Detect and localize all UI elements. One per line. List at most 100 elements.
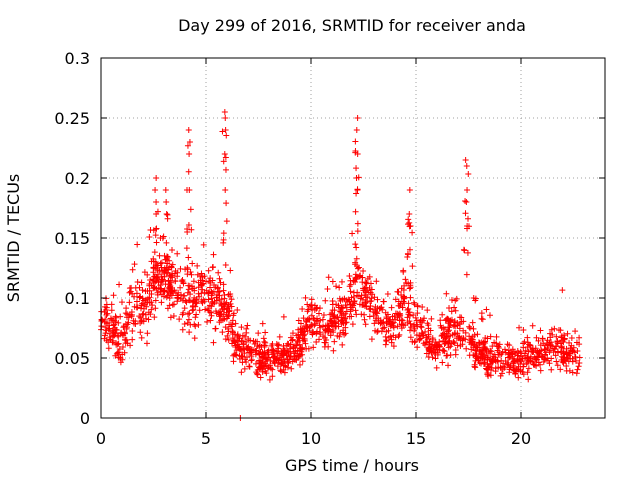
data-point [448,308,455,315]
data-point [458,335,465,342]
data-point [568,334,575,341]
data-point [117,359,124,366]
data-point [463,199,470,205]
data-point [576,359,583,366]
data-point [470,325,477,332]
data-point [406,223,413,230]
data-point [524,334,531,341]
data-point [302,322,309,329]
data-point [150,255,157,262]
data-point [466,323,473,330]
data-point [223,306,230,313]
data-point [181,305,188,312]
data-point [349,230,356,237]
data-point [409,263,416,270]
data-point [164,288,171,295]
data-point [238,324,245,331]
data-point [220,158,227,165]
data-point [205,289,212,296]
data-point [462,157,469,163]
data-point [573,339,580,346]
data-point [522,355,529,362]
data-point [180,309,187,316]
data-point [333,314,340,321]
data-point [352,271,359,278]
data-point [101,319,108,326]
data-point [150,258,157,265]
data-point [192,323,199,330]
data-point [572,357,579,364]
data-point [460,318,467,325]
data-point [447,351,454,358]
data-point [410,299,417,306]
data-point [165,284,172,291]
data-point [221,151,228,157]
data-point [520,344,527,351]
data-point [382,309,389,316]
data-point [533,334,540,341]
data-point [118,299,125,306]
data-point [329,311,336,318]
data-point [565,349,572,356]
data-point [153,239,160,246]
data-point [162,256,169,263]
data-point [238,337,245,344]
data-point [469,319,476,326]
data-point [502,349,509,356]
data-point [117,313,124,320]
data-point [221,295,228,302]
data-point [400,268,407,275]
data-point [471,361,478,368]
data-point [352,138,359,145]
data-point [486,312,493,319]
data-point [354,265,361,272]
data-point [152,305,159,312]
data-point [353,190,360,197]
data-point [143,340,150,347]
data-point [185,221,192,228]
data-point [243,325,250,332]
data-point [185,286,192,293]
data-point [458,314,465,321]
data-point [129,336,136,343]
data-point [372,327,379,334]
data-point [271,360,278,367]
y-axis-title: SRMTID / TECUs [4,174,23,303]
data-point [422,341,429,348]
data-point [473,343,480,350]
data-point [557,340,564,347]
data-point [530,361,537,368]
data-point [343,304,350,311]
data-point [222,187,229,193]
data-point [148,291,155,298]
data-point [412,314,419,321]
data-point [210,339,217,346]
data-point [300,315,307,322]
data-point [346,272,353,279]
data-point [293,341,300,348]
data-point [474,331,481,338]
data-point [208,312,215,319]
data-point [560,359,567,366]
data-point [427,327,434,334]
data-point [459,341,466,348]
data-point [556,326,563,333]
data-point [553,333,560,340]
data-point [189,260,196,267]
data-point [153,199,160,205]
data-point [463,345,470,352]
data-point [126,299,133,306]
data-point [404,253,411,260]
data-point [164,215,171,222]
data-point [361,311,368,318]
data-point [261,342,268,349]
data-point [550,345,557,352]
data-point [275,348,282,355]
x-tick-labels: 0 5 10 15 20 [96,429,531,448]
data-point [371,294,378,301]
data-point [332,320,339,327]
data-point [137,305,144,312]
data-point [522,347,529,354]
data-point [195,284,202,291]
data-point [298,326,305,333]
